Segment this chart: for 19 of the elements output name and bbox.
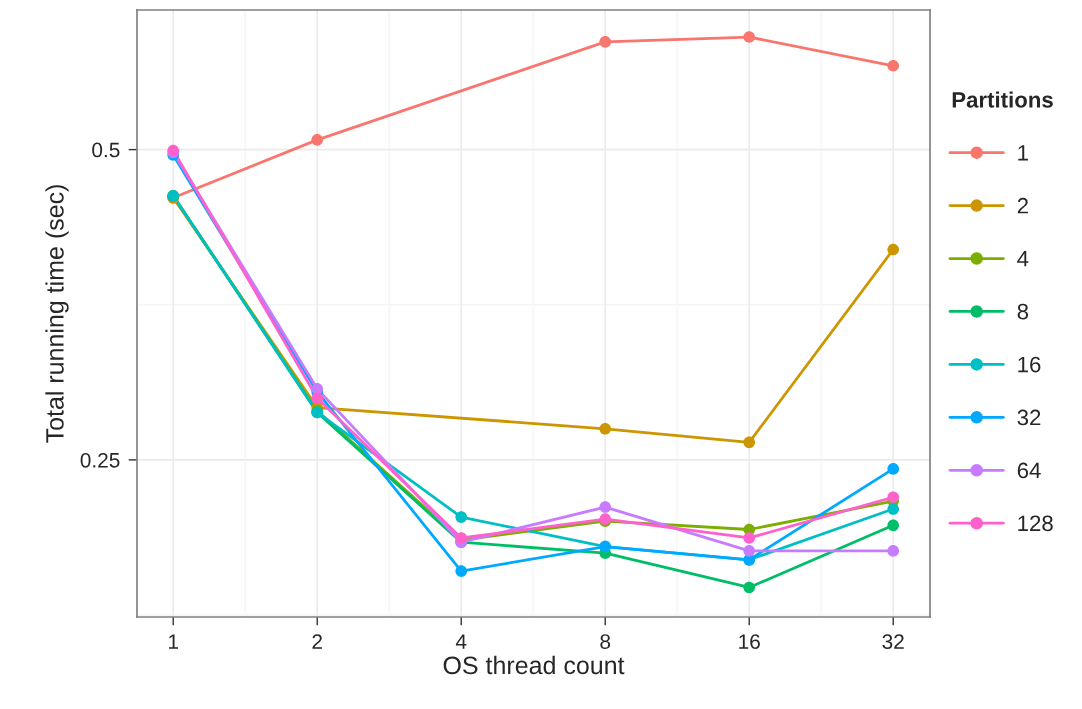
legend-label: 8 [1017, 303, 1029, 320]
x-tick-label: 1 [169, 634, 178, 649]
legend-label: 64 [1017, 462, 1041, 479]
x-tick-label: 2 [312, 634, 322, 649]
legend-label: 32 [1017, 409, 1041, 426]
x-tick-label: 16 [739, 634, 760, 649]
legend-title: Partitions [952, 91, 1053, 108]
x-tick-label: 8 [600, 634, 611, 649]
x-tick-label: 4 [455, 634, 467, 649]
y-axis-title: Total running time (sec) [45, 185, 69, 443]
y-tick-label: 0.25 [80, 452, 120, 468]
legend-label: 16 [1018, 356, 1041, 373]
x-tick-label: 32 [882, 634, 904, 649]
y-tick-label: 0.5 [92, 142, 120, 158]
legend-label: 1 [1018, 145, 1028, 161]
x-axis-title: OS thread count [443, 655, 625, 675]
legend-label: 4 [1017, 251, 1029, 267]
legend-label: 2 [1017, 197, 1028, 214]
legend-label: 128 [1018, 515, 1053, 532]
